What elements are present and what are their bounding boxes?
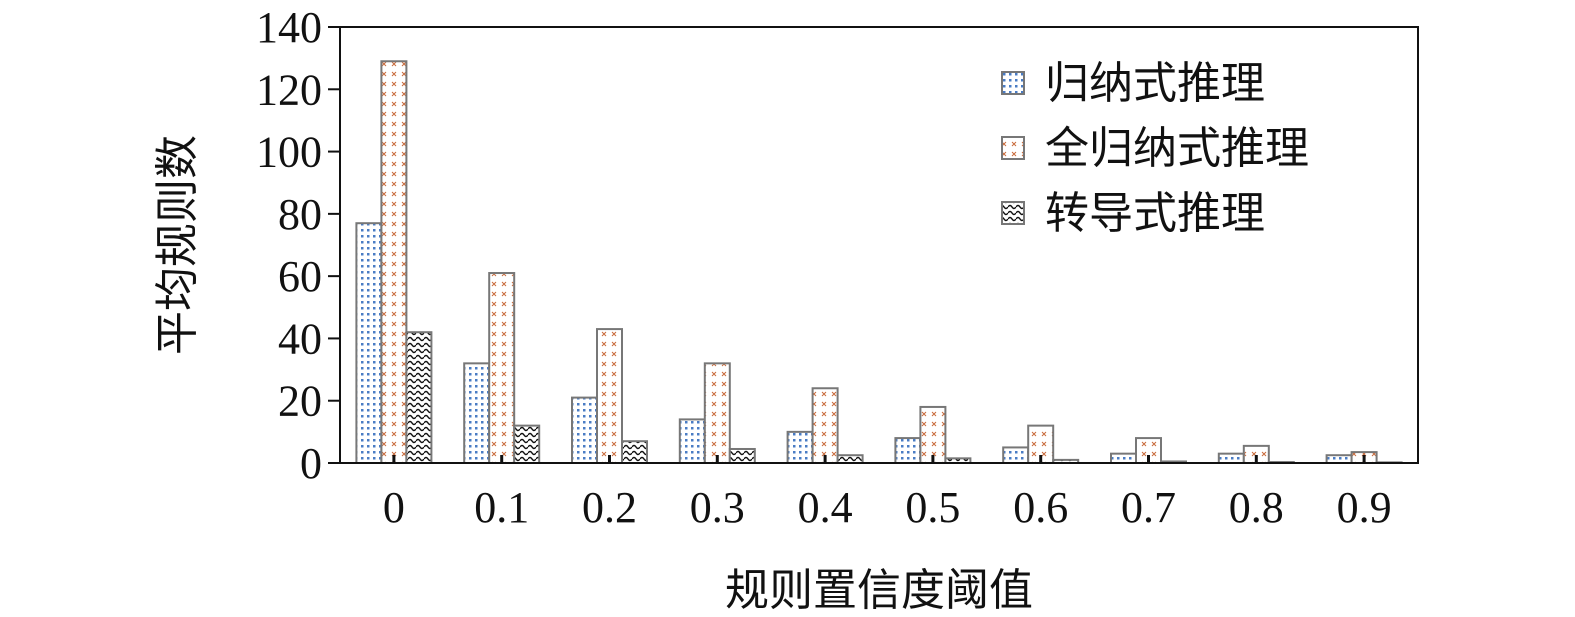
y-axis: 0 20 40 60 80 100 120 140 bbox=[256, 3, 340, 488]
x-axis-title: 规则置信度阈值 bbox=[725, 565, 1033, 616]
y-tick-label: 120 bbox=[256, 65, 322, 114]
bar-series-2-0.5 bbox=[919, 405, 947, 465]
bar-series-3-0.4 bbox=[836, 454, 864, 465]
bar-series-1-0.1 bbox=[463, 362, 491, 465]
plot-frame bbox=[339, 26, 1419, 464]
bar-series-3-0.3 bbox=[728, 447, 756, 465]
bar-series-1-0.8 bbox=[1217, 452, 1245, 464]
y-tick-label: 80 bbox=[278, 190, 322, 239]
legend-item: 转导式推理 bbox=[1001, 188, 1265, 239]
legend-item: 归纳式推理 bbox=[1001, 58, 1265, 109]
legend-label-series-3: 转导式推理 bbox=[1045, 188, 1265, 239]
bar-series-3-0 bbox=[405, 331, 433, 465]
bar-series-3-0.2 bbox=[621, 440, 648, 465]
bar-series-1-0.7 bbox=[1110, 452, 1137, 464]
x-tick-label: 0.7 bbox=[1121, 483, 1176, 532]
y-tick-label: 0 bbox=[300, 439, 322, 488]
x-tick-label: 0.1 bbox=[474, 483, 529, 532]
x-tick-label: 0 bbox=[383, 483, 405, 532]
x-tick-label: 0.5 bbox=[905, 483, 960, 532]
legend-item: 全归纳式推理 bbox=[1001, 123, 1309, 174]
x-tick-label: 0.2 bbox=[582, 483, 637, 532]
x-tick-label: 0.3 bbox=[690, 483, 745, 532]
bar-series-3-0.1 bbox=[513, 424, 541, 464]
y-tick-label: 140 bbox=[256, 3, 322, 52]
bar-series-2-0.6 bbox=[1027, 424, 1055, 464]
bar-series-2-0.1 bbox=[488, 272, 516, 464]
bar-series-2-0.2 bbox=[596, 328, 623, 465]
y-tick-label: 40 bbox=[278, 314, 322, 363]
bar-series-1-0.2 bbox=[571, 396, 598, 465]
legend-swatch-series-2 bbox=[1001, 136, 1025, 160]
x-tick-label: 0.9 bbox=[1337, 483, 1392, 532]
y-axis-title: 平均规则数 bbox=[152, 135, 203, 355]
bar-series-1-0.5 bbox=[894, 437, 922, 465]
legend-label-series-2: 全归纳式推理 bbox=[1045, 123, 1309, 174]
bar-series-2-0 bbox=[380, 60, 408, 464]
bar-series-2-0.3 bbox=[703, 362, 731, 465]
x-tick-label: 0.6 bbox=[1013, 483, 1068, 532]
legend-swatch-series-3 bbox=[1001, 201, 1025, 225]
bar-series-1-0.9 bbox=[1325, 454, 1353, 465]
legend-swatch-series-1 bbox=[1001, 71, 1025, 95]
x-tick-label: 0.8 bbox=[1229, 483, 1284, 532]
legend-label-series-1: 归纳式推理 bbox=[1045, 58, 1265, 109]
bar-series-1-0.6 bbox=[1002, 446, 1030, 464]
bar-series-1-0.3 bbox=[678, 418, 706, 464]
bars bbox=[355, 60, 1403, 465]
x-tick-label: 0.4 bbox=[798, 483, 853, 532]
y-tick-label: 100 bbox=[256, 128, 322, 177]
bar-series-2-0.4 bbox=[811, 387, 839, 464]
y-tick-label: 60 bbox=[278, 252, 322, 301]
bar-series-1-0.4 bbox=[786, 430, 814, 465]
legend: 归纳式推理 全归纳式推理 转导式推理 bbox=[1001, 58, 1309, 239]
bar-series-1-0 bbox=[355, 222, 383, 464]
y-tick-label: 20 bbox=[278, 377, 322, 426]
x-axis: 0 0.1 0.2 0.3 0.4 0.5 0.6 0.7 0.8 0.9 bbox=[383, 455, 1392, 532]
